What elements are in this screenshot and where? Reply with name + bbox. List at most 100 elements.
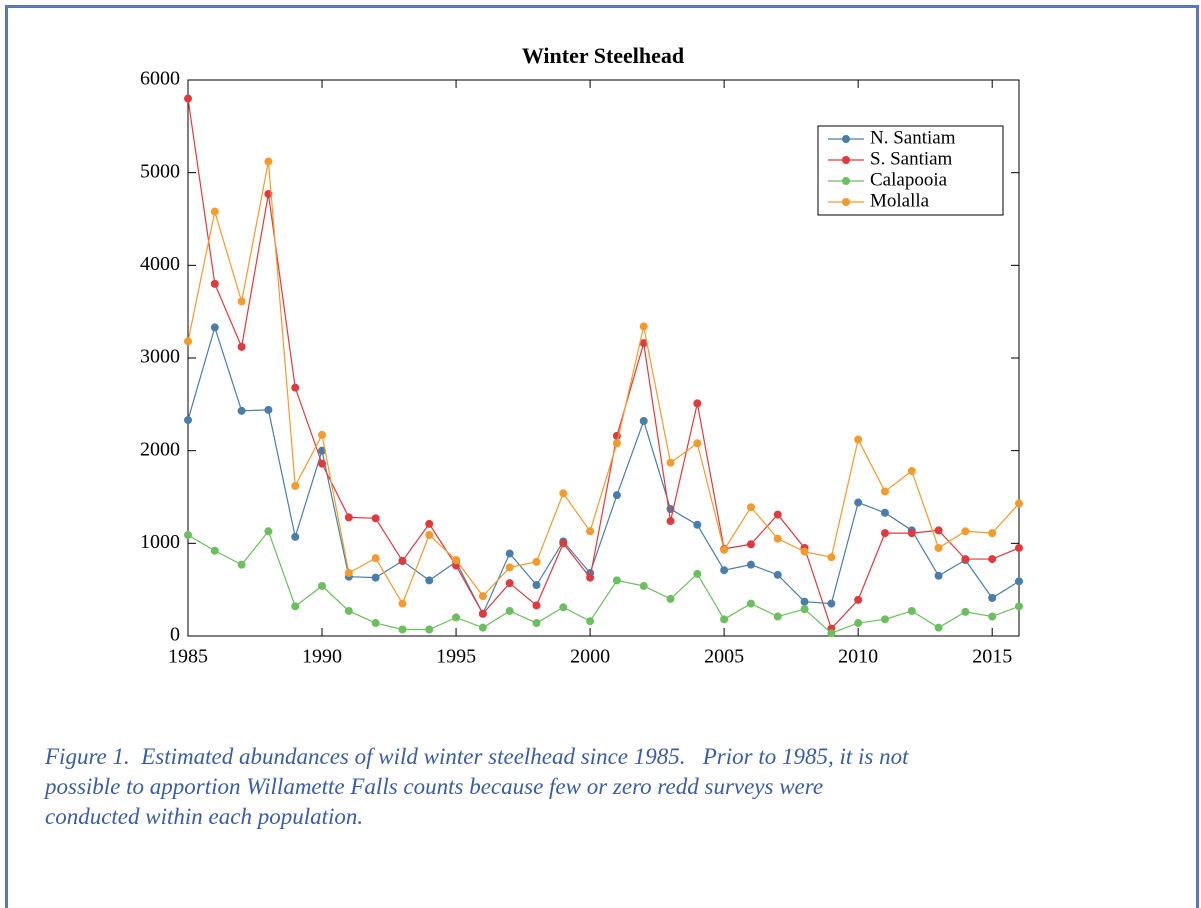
data-point xyxy=(720,545,729,554)
data-point xyxy=(773,570,782,579)
data-point xyxy=(478,592,487,601)
data-point xyxy=(291,532,300,541)
data-point xyxy=(907,467,916,476)
legend-marker xyxy=(842,177,850,185)
data-point xyxy=(666,517,675,526)
x-tick-label: 1985 xyxy=(168,646,208,668)
data-point xyxy=(184,416,192,425)
data-point xyxy=(318,459,327,468)
series-line xyxy=(187,325,1020,616)
data-point xyxy=(880,615,889,624)
data-point xyxy=(425,625,434,634)
legend-label: N. Santiam xyxy=(870,127,956,148)
x-tick-label: 2005 xyxy=(704,646,744,668)
data-point xyxy=(505,563,514,572)
data-point xyxy=(452,556,461,565)
data-point xyxy=(988,555,997,564)
data-point xyxy=(318,581,327,590)
data-point xyxy=(398,599,407,608)
data-point xyxy=(398,625,407,634)
data-point xyxy=(693,569,702,578)
data-point xyxy=(318,430,327,439)
data-point xyxy=(1015,543,1023,552)
data-point xyxy=(425,519,434,528)
data-point xyxy=(532,557,541,566)
data-point xyxy=(184,94,192,103)
data-point xyxy=(586,617,595,626)
y-tick-label: 6000 xyxy=(140,68,180,90)
caption-line: Figure 1. Estimated abundances of wild w… xyxy=(45,744,909,769)
data-point xyxy=(800,547,809,556)
data-point xyxy=(425,576,434,585)
chart-title: Winter Steelhead xyxy=(522,43,684,68)
data-point xyxy=(318,446,327,455)
data-point xyxy=(934,623,943,632)
data-point xyxy=(961,527,970,536)
data-point xyxy=(371,554,380,563)
data-point xyxy=(559,489,568,498)
data-point xyxy=(880,487,889,496)
data-point xyxy=(988,612,997,621)
data-point xyxy=(639,322,648,331)
data-point xyxy=(184,530,192,539)
data-point xyxy=(827,629,836,638)
data-point xyxy=(720,615,729,624)
data-point xyxy=(264,527,273,536)
data-point xyxy=(693,439,702,448)
data-point xyxy=(934,526,943,535)
data-point xyxy=(639,581,648,590)
y-tick-label: 0 xyxy=(170,624,180,646)
data-point xyxy=(720,566,729,575)
x-tick-label: 2000 xyxy=(570,646,610,668)
data-point xyxy=(827,599,836,608)
y-tick-label: 1000 xyxy=(140,531,180,553)
legend-marker xyxy=(842,198,850,206)
data-point xyxy=(505,549,514,558)
data-point xyxy=(746,540,755,549)
data-point xyxy=(532,619,541,628)
y-tick-label: 5000 xyxy=(140,160,180,182)
series-line xyxy=(187,98,1020,630)
data-point xyxy=(612,491,621,500)
data-point xyxy=(746,503,755,512)
data-point xyxy=(505,579,514,588)
data-point xyxy=(934,543,943,552)
x-tick-label: 2010 xyxy=(838,646,878,668)
data-point xyxy=(344,513,353,522)
data-point xyxy=(478,609,487,618)
data-point xyxy=(693,399,702,408)
data-point xyxy=(425,530,434,539)
data-point xyxy=(1015,499,1023,508)
chart: Winter Steelhead 0 1000 2000 3000 4000 5000 60… xyxy=(140,43,1023,668)
data-point xyxy=(210,279,219,288)
data-point xyxy=(880,529,889,538)
data-point xyxy=(291,481,300,490)
legend-label: S. Santiam xyxy=(870,148,953,169)
data-point xyxy=(237,406,246,415)
data-point xyxy=(237,560,246,569)
data-point xyxy=(773,534,782,543)
y-tick-label: 3000 xyxy=(140,346,180,368)
data-point xyxy=(746,560,755,569)
data-point xyxy=(854,619,863,628)
data-point xyxy=(291,383,300,392)
data-point xyxy=(639,339,648,348)
legend-label: Molalla xyxy=(870,190,930,211)
data-point xyxy=(612,439,621,448)
series-line xyxy=(187,161,1020,605)
data-point xyxy=(532,581,541,590)
x-tick-label: 2015 xyxy=(972,646,1012,668)
data-point xyxy=(880,508,889,517)
data-point xyxy=(773,510,782,519)
data-point xyxy=(371,514,380,523)
data-point xyxy=(505,606,514,615)
data-point xyxy=(800,597,809,606)
data-point xyxy=(800,605,809,614)
data-point xyxy=(344,606,353,615)
data-point xyxy=(344,568,353,577)
data-point xyxy=(586,573,595,582)
data-point xyxy=(264,405,273,414)
data-point xyxy=(1015,577,1023,586)
data-point xyxy=(586,527,595,536)
data-point xyxy=(264,157,273,166)
